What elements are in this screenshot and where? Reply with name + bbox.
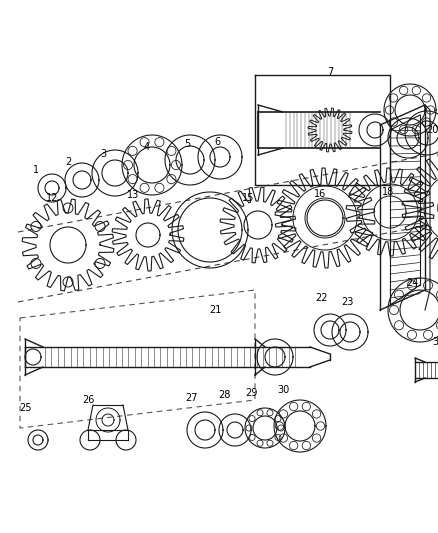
Text: 22: 22 — [316, 293, 328, 303]
Text: 12: 12 — [46, 193, 58, 203]
Text: 6: 6 — [214, 137, 220, 147]
Text: 16: 16 — [314, 189, 326, 199]
Text: 2: 2 — [65, 157, 71, 167]
Text: 20: 20 — [426, 125, 438, 135]
Text: 7: 7 — [327, 67, 333, 77]
Text: 5: 5 — [184, 139, 190, 149]
Text: 21: 21 — [209, 305, 221, 315]
Text: 28: 28 — [218, 390, 230, 400]
Text: 25: 25 — [20, 403, 32, 413]
Text: 13: 13 — [127, 190, 139, 200]
Text: 26: 26 — [82, 395, 94, 405]
Text: 1: 1 — [33, 165, 39, 175]
Text: 4: 4 — [144, 142, 150, 152]
Text: 27: 27 — [186, 393, 198, 403]
Text: 30: 30 — [277, 385, 289, 395]
Text: 29: 29 — [245, 388, 257, 398]
Text: 3: 3 — [100, 149, 106, 159]
Text: 23: 23 — [341, 297, 353, 307]
Text: 24: 24 — [406, 278, 418, 288]
Text: 18: 18 — [382, 187, 394, 197]
Text: 31: 31 — [432, 337, 438, 347]
Text: 15: 15 — [242, 193, 254, 203]
